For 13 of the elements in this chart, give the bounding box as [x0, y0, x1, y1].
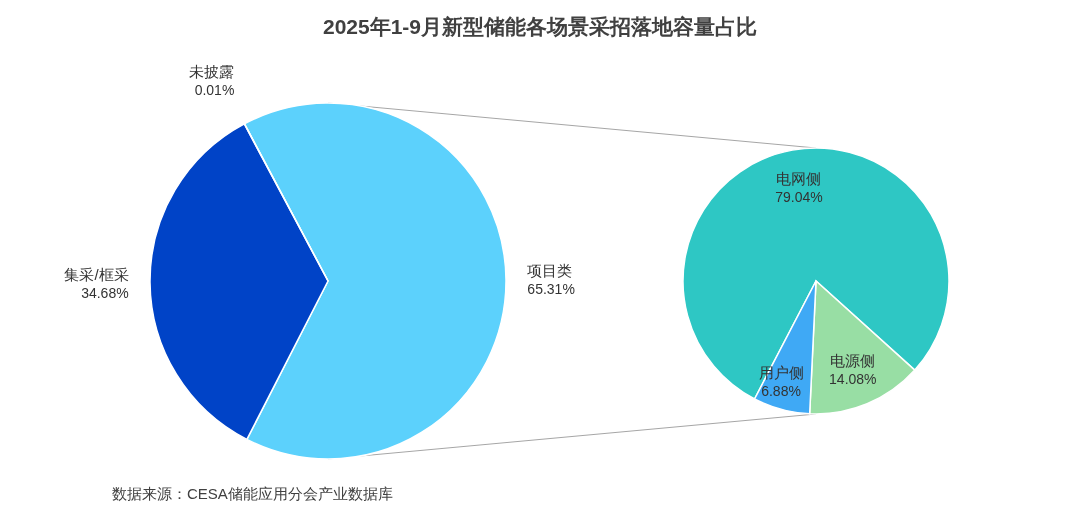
slice-label: 电网侧	[776, 169, 822, 187]
slice-label: 未披露	[189, 63, 235, 80]
data-label: 34.68%	[81, 284, 129, 301]
slice-label: 电源侧	[830, 352, 876, 370]
source-note: 数据来源：CESA储能应用分会产业数据库	[112, 485, 393, 502]
data-label: 6.88%	[761, 383, 801, 400]
slice-label: 项目类	[527, 262, 573, 280]
data-label: 14.08%	[829, 371, 877, 388]
slice-label: 集采/框采	[64, 265, 129, 283]
data-label: 65.31%	[527, 281, 575, 298]
data-label: 79.04%	[775, 188, 823, 205]
data-label: 0.01%	[194, 82, 235, 98]
chart-title: 2025年1-9月新型储能各场景采招落地容量占比	[322, 15, 758, 38]
